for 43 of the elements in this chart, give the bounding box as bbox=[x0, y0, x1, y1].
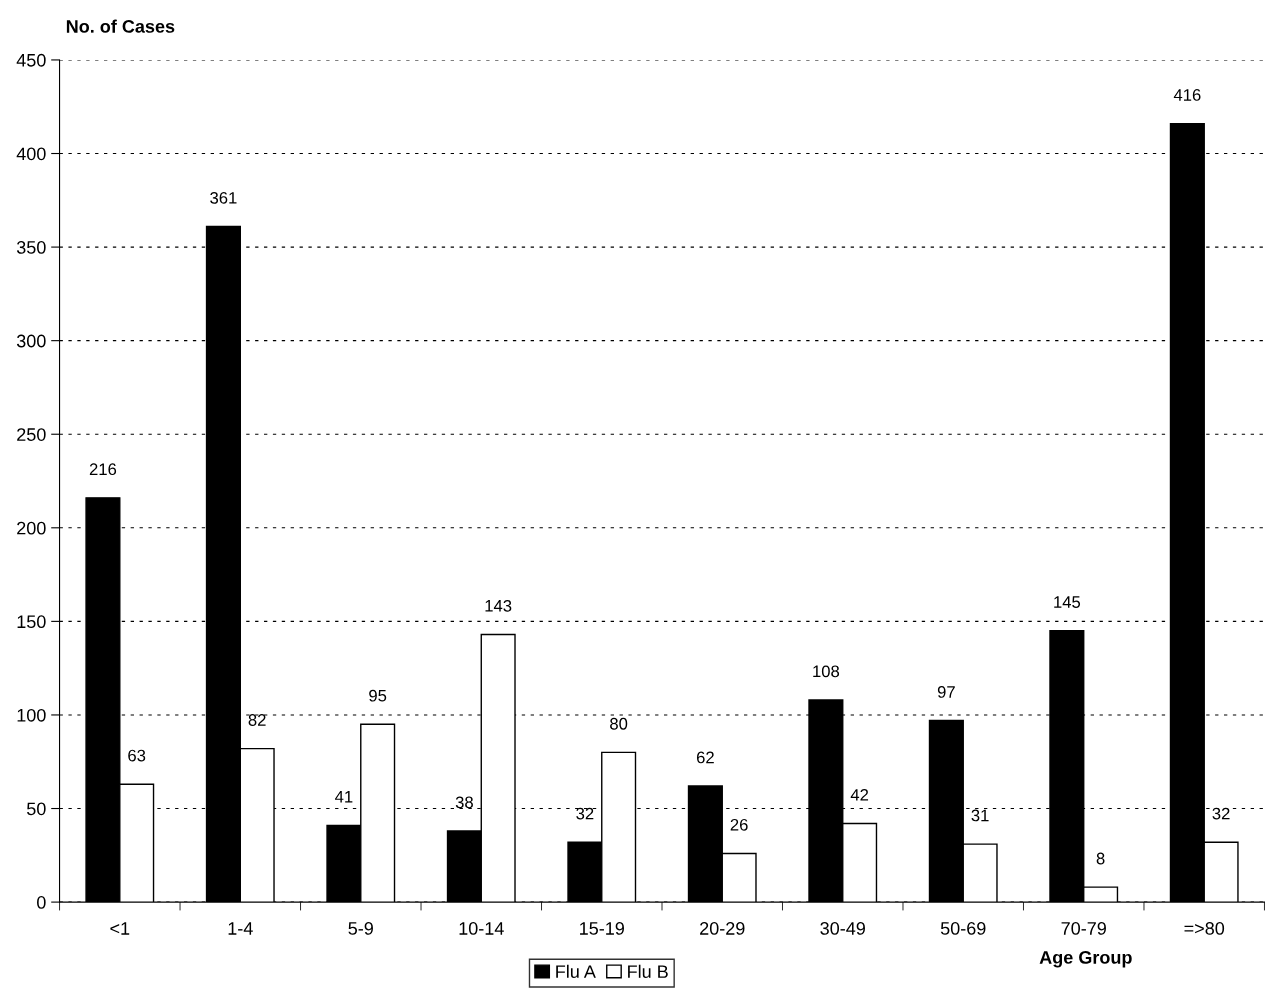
x-tick-label: <1 bbox=[110, 922, 130, 935]
x-tick-label: =>80 bbox=[1184, 922, 1225, 935]
y-tick-label: 150 bbox=[17, 615, 46, 629]
data-label: 62 bbox=[696, 751, 714, 764]
y-tick-label: 400 bbox=[16, 147, 46, 161]
legend-label: Flu A bbox=[556, 964, 596, 978]
data-label: 63 bbox=[128, 749, 146, 762]
data-label: 38 bbox=[455, 796, 473, 809]
y-tick-label: 200 bbox=[17, 521, 46, 535]
x-tick-label: 1-4 bbox=[228, 922, 253, 935]
x-tick-label: 70-79 bbox=[1061, 922, 1106, 935]
data-label: 216 bbox=[89, 463, 117, 476]
y-tick-label: 100 bbox=[17, 708, 46, 722]
x-axis-title: Age Group bbox=[1039, 951, 1132, 968]
y-tick-label: 350 bbox=[16, 241, 46, 254]
x-tick-label: 30-49 bbox=[820, 922, 865, 935]
y-tick-label: 250 bbox=[17, 428, 46, 441]
data-label: 42 bbox=[850, 788, 869, 801]
data-label: 32 bbox=[576, 807, 594, 820]
x-tick-label: 20-29 bbox=[700, 922, 745, 935]
x-tick-label: 10-14 bbox=[459, 922, 504, 935]
data-label: 8 bbox=[1096, 852, 1105, 865]
y-tick-label: 450 bbox=[16, 53, 46, 67]
x-tick-label: 50-69 bbox=[940, 922, 986, 935]
y-tick-label: 300 bbox=[16, 334, 46, 348]
data-label: 143 bbox=[485, 599, 512, 612]
data-label: 26 bbox=[730, 818, 748, 831]
data-label: 41 bbox=[335, 791, 353, 803]
data-label: 145 bbox=[1054, 596, 1081, 608]
data-label: 361 bbox=[210, 191, 237, 204]
data-label: 95 bbox=[369, 689, 387, 702]
data-label: 97 bbox=[937, 686, 955, 698]
y-axis-title: No. of Cases bbox=[66, 19, 175, 33]
x-tick-label: 5-9 bbox=[348, 922, 373, 935]
y-tick-label: 50 bbox=[27, 802, 46, 816]
x-tick-label: 15-19 bbox=[580, 922, 624, 935]
data-label: 82 bbox=[248, 714, 266, 726]
data-label: 31 bbox=[971, 809, 989, 822]
y-tick-label: 0 bbox=[37, 896, 46, 909]
data-label: 108 bbox=[813, 665, 840, 678]
data-label: 416 bbox=[1173, 89, 1201, 101]
legend-label: Flu B bbox=[628, 964, 668, 978]
data-label: 80 bbox=[610, 717, 628, 730]
